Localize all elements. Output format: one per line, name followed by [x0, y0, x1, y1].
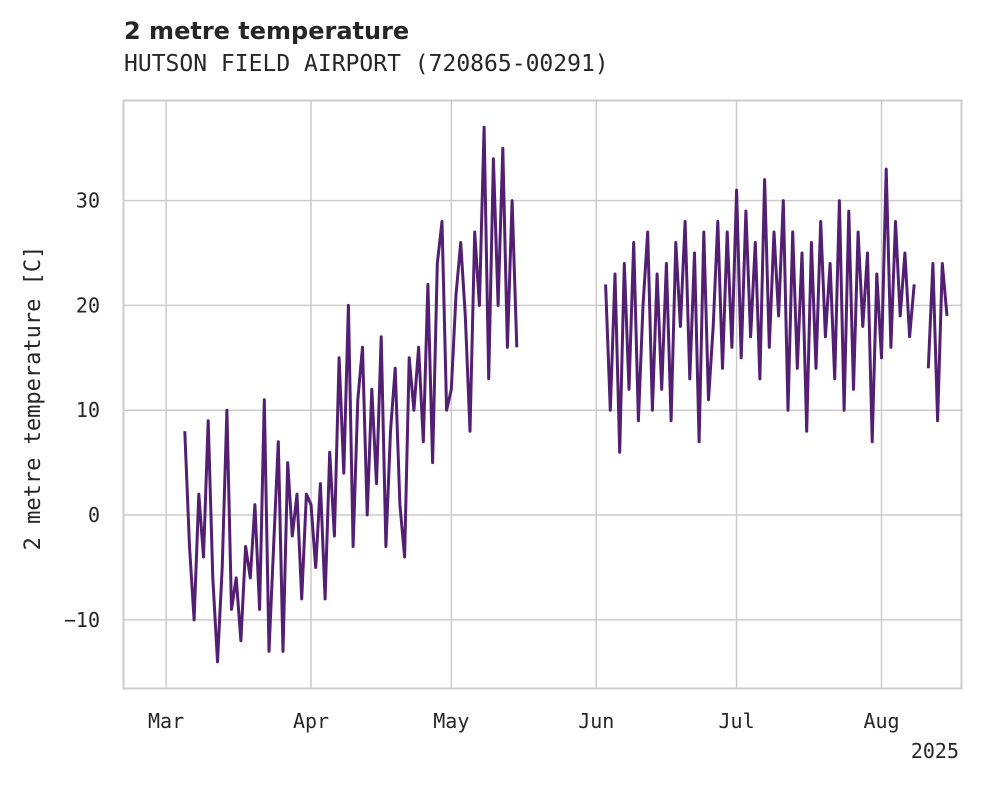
x-tick-label: Mar	[148, 709, 184, 733]
y-tick-label: 0	[88, 503, 100, 527]
y-axis: −10 0 10 20 30	[64, 189, 100, 632]
x-tick-label: Apr	[293, 709, 329, 733]
x-tick-label: May	[433, 709, 469, 733]
chart-subtitle: HUTSON FIELD AIRPORT (720865-00291)	[124, 51, 609, 77]
x-axis: Mar Apr May Jun Jul Aug	[148, 709, 900, 733]
y-axis-label: 2 metre temperature [C]	[21, 246, 46, 551]
y-tick-label: −10	[64, 608, 100, 632]
plot-frame	[122, 99, 963, 690]
x-tick-label: Aug	[863, 709, 899, 733]
y-tick-label: 30	[76, 189, 100, 213]
chart-title: 2 metre temperature	[124, 17, 410, 45]
series-line-segment	[183, 125, 519, 664]
x-tick-label: Jun	[578, 709, 614, 733]
series-line-segment	[604, 167, 916, 454]
y-tick-label: 20	[76, 293, 100, 317]
x-offset-label: 2025	[910, 739, 959, 763]
series-line-segment	[926, 262, 949, 423]
y-tick-label: 10	[76, 398, 100, 422]
series-layer	[183, 125, 949, 664]
grid	[124, 101, 961, 688]
x-tick-label: Jul	[718, 709, 754, 733]
